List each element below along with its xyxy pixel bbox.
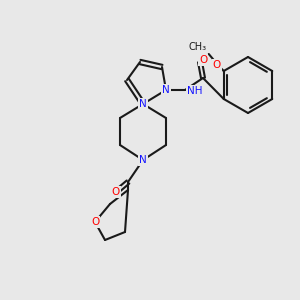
Text: N: N (139, 99, 147, 109)
Text: O: O (112, 187, 120, 197)
Text: N: N (162, 85, 170, 95)
Text: NH: NH (187, 86, 203, 96)
Text: CH₃: CH₃ (189, 42, 207, 52)
Text: O: O (213, 60, 221, 70)
Text: O: O (199, 55, 207, 65)
Text: N: N (139, 155, 147, 165)
Text: O: O (91, 217, 99, 227)
